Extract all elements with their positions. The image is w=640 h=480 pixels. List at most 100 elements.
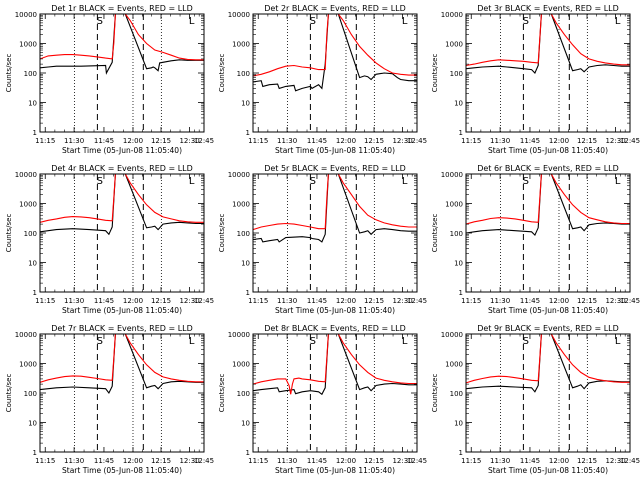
x-tick-label: 12:00 xyxy=(336,457,356,465)
x-tick-label: 12:00 xyxy=(123,457,143,465)
x-axis-label: Start Time (05-Jun-08 11:05:40) xyxy=(488,306,608,315)
series-line-lld xyxy=(466,14,630,67)
y-axis-label: Counts/sec xyxy=(431,54,439,93)
y-tick-label: 1000 xyxy=(19,201,37,209)
x-tick-label: 12:15 xyxy=(577,297,597,305)
annotation-label: S xyxy=(523,336,529,347)
annotation-label: L xyxy=(402,336,408,347)
x-tick-label: 12:15 xyxy=(151,297,171,305)
y-tick-label: 1000 xyxy=(232,201,250,209)
x-tick-label: 11:45 xyxy=(307,137,327,145)
x-tick-label: 11:30 xyxy=(277,137,297,145)
y-tick-label: 1000 xyxy=(19,41,37,49)
annotation-label: S xyxy=(97,16,103,27)
y-tick-label: 1 xyxy=(33,129,37,137)
y-tick-label: 1 xyxy=(33,289,37,297)
chart-title: Det 8r BLACK = Events, RED = LLD xyxy=(264,324,406,333)
series-line-lld xyxy=(40,174,204,223)
x-tick-label: 11:15 xyxy=(35,297,55,305)
y-axis-label: Counts/sec xyxy=(5,374,13,413)
x-tick-label: 11:15 xyxy=(461,137,481,145)
plot-frame xyxy=(39,333,205,453)
chart-panel-5: Det 5r BLACK = Events, RED = LLD S L 1 10 100… xyxy=(218,164,427,315)
y-tick-label: 10000 xyxy=(15,171,37,179)
annotation-label: S xyxy=(97,176,103,187)
x-tick-label: 12:45 xyxy=(407,297,427,305)
x-tick-label: 11:45 xyxy=(520,457,540,465)
x-axis-label: Start Time (05-Jun-08 11:05:40) xyxy=(488,146,608,155)
y-tick-label: 100 xyxy=(24,70,37,78)
plot-frame xyxy=(465,13,631,133)
x-tick-label: 11:30 xyxy=(64,457,84,465)
y-tick-label: 10 xyxy=(28,260,37,268)
series-line-events xyxy=(466,334,630,393)
x-tick-label: 12:45 xyxy=(620,297,640,305)
y-axis-label: Counts/sec xyxy=(218,54,226,93)
annotation-label: L xyxy=(402,16,408,27)
y-tick-label: 10 xyxy=(454,420,463,428)
series-line-events xyxy=(466,174,630,237)
x-tick-label: 12:15 xyxy=(151,457,171,465)
y-tick-label: 100 xyxy=(237,390,250,398)
y-tick-label: 10000 xyxy=(228,171,250,179)
series-line-lld xyxy=(253,174,417,231)
x-tick-label: 12:30 xyxy=(179,137,199,145)
series-line-lld xyxy=(253,14,417,77)
chart-title: Det 7r BLACK = Events, RED = LLD xyxy=(51,324,193,333)
y-tick-label: 10 xyxy=(454,260,463,268)
y-axis-label: Counts/sec xyxy=(5,54,13,93)
y-axis-label: Counts/sec xyxy=(431,374,439,413)
x-tick-label: 11:15 xyxy=(248,137,268,145)
x-tick-label: 12:45 xyxy=(620,457,640,465)
y-tick-label: 10000 xyxy=(441,171,463,179)
x-tick-label: 12:45 xyxy=(194,137,214,145)
y-tick-label: 10000 xyxy=(15,11,37,19)
y-tick-label: 10 xyxy=(241,100,250,108)
x-tick-label: 11:45 xyxy=(520,297,540,305)
chart-panel-1: Det 1r BLACK = Events, RED = LLD S L 1 10 100… xyxy=(5,4,214,155)
annotation-label: L xyxy=(615,176,621,187)
annotation-label: L xyxy=(189,16,195,27)
x-tick-label: 11:30 xyxy=(490,137,510,145)
x-tick-label: 12:30 xyxy=(179,457,199,465)
y-tick-label: 1000 xyxy=(445,201,463,209)
annotation-label: S xyxy=(310,176,316,187)
x-tick-label: 12:15 xyxy=(151,137,171,145)
x-tick-label: 12:45 xyxy=(194,297,214,305)
annotation-label: S xyxy=(523,16,529,27)
annotation-label: S xyxy=(97,336,103,347)
chart-panel-9: Det 9r BLACK = Events, RED = LLD S L 1 10 100… xyxy=(431,324,640,475)
y-tick-label: 1 xyxy=(246,129,250,137)
y-tick-label: 1 xyxy=(246,289,250,297)
series-line-events xyxy=(253,334,417,396)
chart-panel-6: Det 6r BLACK = Events, RED = LLD S L 1 10 100… xyxy=(431,164,640,315)
x-tick-label: 11:30 xyxy=(64,297,84,305)
chart-title: Det 6r BLACK = Events, RED = LLD xyxy=(477,164,619,173)
y-tick-label: 10 xyxy=(241,420,250,428)
chart-title: Det 9r BLACK = Events, RED = LLD xyxy=(477,324,619,333)
series-line-events xyxy=(253,14,417,92)
chart-title: Det 1r BLACK = Events, RED = LLD xyxy=(51,4,193,13)
chart-panel-2: Det 2r BLACK = Events, RED = LLD S L 1 10 100… xyxy=(218,4,427,155)
chart-panel-4: Det 4r BLACK = Events, RED = LLD S L 1 10 100… xyxy=(5,164,214,315)
annotation-label: L xyxy=(402,176,408,187)
plot-frame xyxy=(39,173,205,293)
x-tick-label: 12:00 xyxy=(549,457,569,465)
x-tick-label: 11:30 xyxy=(490,297,510,305)
x-tick-label: 12:15 xyxy=(577,137,597,145)
x-tick-label: 11:15 xyxy=(461,457,481,465)
annotation-label: S xyxy=(310,16,316,27)
x-tick-label: 11:45 xyxy=(94,297,114,305)
x-tick-label: 12:30 xyxy=(392,457,412,465)
x-tick-label: 11:15 xyxy=(248,297,268,305)
y-tick-label: 1 xyxy=(459,129,463,137)
y-axis-label: Counts/sec xyxy=(218,214,226,253)
x-tick-label: 12:00 xyxy=(549,297,569,305)
y-tick-label: 100 xyxy=(24,230,37,238)
x-tick-label: 12:00 xyxy=(123,137,143,145)
series-line-events xyxy=(40,174,204,236)
y-tick-label: 100 xyxy=(450,230,463,238)
x-tick-label: 12:30 xyxy=(605,137,625,145)
chart-title: Det 3r BLACK = Events, RED = LLD xyxy=(477,4,619,13)
